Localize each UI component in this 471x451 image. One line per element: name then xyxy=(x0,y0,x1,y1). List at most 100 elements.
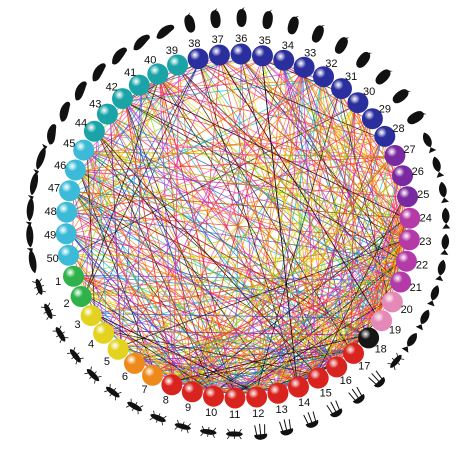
species-silhouette-bug-icon xyxy=(149,410,167,426)
species-node-32[interactable] xyxy=(313,66,334,88)
trophic-link xyxy=(97,133,335,364)
trophic-link xyxy=(240,57,406,240)
species-silhouette-fish-icon xyxy=(415,309,430,331)
species-node-48[interactable] xyxy=(56,201,78,223)
species-silhouette-seal-icon xyxy=(74,81,87,101)
species-node-41[interactable] xyxy=(128,74,150,96)
species-node-23[interactable] xyxy=(398,229,420,251)
species-silhouette-seal-icon xyxy=(59,101,71,122)
species-silhouette-penguin-icon xyxy=(375,69,393,85)
trophic-link xyxy=(69,233,194,389)
species-node-35[interactable] xyxy=(252,45,273,67)
species-node-20[interactable] xyxy=(381,291,403,313)
trophic-link xyxy=(136,280,397,361)
species-node-25[interactable] xyxy=(397,186,418,208)
trophic-link xyxy=(124,101,298,384)
species-node-3[interactable] xyxy=(80,305,102,327)
species-node-37[interactable] xyxy=(208,44,230,66)
species-node-45[interactable] xyxy=(73,139,95,161)
species-node-5[interactable] xyxy=(107,338,129,360)
trophic-link xyxy=(136,299,389,361)
species-label: 50 xyxy=(47,253,59,265)
species-node-26[interactable] xyxy=(392,165,413,187)
species-node-31[interactable] xyxy=(331,78,352,100)
species-node-46[interactable] xyxy=(64,159,86,181)
species-node-33[interactable] xyxy=(293,56,315,78)
species-node-40[interactable] xyxy=(147,63,169,85)
trophic-link xyxy=(316,197,404,375)
species-node-2[interactable] xyxy=(70,286,92,307)
species-label: 35 xyxy=(259,35,271,47)
species-node-21[interactable] xyxy=(390,271,412,293)
trophic-link xyxy=(72,254,95,314)
trophic-link xyxy=(70,156,392,213)
trophic-link xyxy=(381,138,398,281)
species-node-12[interactable] xyxy=(246,386,268,408)
species-node-4[interactable] xyxy=(93,322,115,344)
trophic-link xyxy=(159,77,398,282)
species-node-10[interactable] xyxy=(203,385,224,407)
species-node-11[interactable] xyxy=(224,387,246,409)
species-silhouette-bug-icon xyxy=(225,428,243,440)
trophic-link xyxy=(73,191,317,375)
species-node-19[interactable] xyxy=(371,310,393,332)
species-node-39[interactable] xyxy=(167,54,188,76)
species-node-17[interactable] xyxy=(343,342,364,364)
species-node-8[interactable] xyxy=(161,374,183,396)
species-silhouette-bug-icon xyxy=(199,425,217,439)
trophic-link xyxy=(282,63,398,281)
species-label: 27 xyxy=(403,144,415,156)
species-node-28[interactable] xyxy=(374,125,396,147)
trophic-link xyxy=(159,77,236,395)
species-label: 18 xyxy=(375,343,387,355)
species-label: 16 xyxy=(340,375,352,387)
species-label: 28 xyxy=(392,123,404,135)
species-node-49[interactable] xyxy=(55,223,77,245)
species-silhouette-jelly-icon xyxy=(368,370,385,388)
species-node-9[interactable] xyxy=(181,381,203,403)
species-node-38[interactable] xyxy=(187,48,209,70)
trophic-link xyxy=(296,280,398,384)
species-node-36[interactable] xyxy=(230,43,252,65)
species-node-30[interactable] xyxy=(347,92,369,114)
species-silhouette-fish-icon xyxy=(435,259,446,282)
trophic-link xyxy=(70,212,403,261)
trophic-link xyxy=(193,239,406,389)
species-node-27[interactable] xyxy=(384,145,406,166)
species-node-16[interactable] xyxy=(326,356,348,378)
species-node-50[interactable] xyxy=(58,244,79,266)
trophic-link xyxy=(84,280,397,296)
trophic-link xyxy=(86,151,95,314)
trophic-link xyxy=(97,133,278,390)
species-node-42[interactable] xyxy=(112,88,133,110)
trophic-link xyxy=(219,58,407,219)
species-node-6[interactable] xyxy=(124,352,145,374)
species-node-44[interactable] xyxy=(83,120,105,142)
trophic-link xyxy=(193,120,370,389)
species-node-1[interactable] xyxy=(63,265,84,287)
species-node-15[interactable] xyxy=(307,367,329,389)
species-label: 24 xyxy=(420,213,432,225)
trophic-link xyxy=(154,280,397,373)
species-node-13[interactable] xyxy=(267,382,289,404)
species-node-43[interactable] xyxy=(96,103,118,125)
species-silhouette-bug-icon xyxy=(32,278,47,296)
species-node-18[interactable] xyxy=(358,327,380,349)
species-node-14[interactable] xyxy=(288,376,309,398)
trophic-link xyxy=(240,57,403,261)
species-node-22[interactable] xyxy=(395,250,417,272)
species-node-29[interactable] xyxy=(361,108,383,130)
species-node-34[interactable] xyxy=(273,49,295,71)
species-label: 9 xyxy=(185,402,191,414)
species-label: 40 xyxy=(144,55,156,67)
species-silhouette-bug-icon xyxy=(174,419,192,434)
trophic-link xyxy=(302,70,403,261)
species-label: 43 xyxy=(89,99,101,111)
trophic-link xyxy=(219,58,298,384)
trophic-link xyxy=(84,120,370,296)
species-node-24[interactable] xyxy=(399,207,421,229)
trophic-link xyxy=(124,101,174,382)
species-node-47[interactable] xyxy=(59,180,81,202)
species-node-7[interactable] xyxy=(142,364,163,386)
trophic-link xyxy=(316,334,366,375)
